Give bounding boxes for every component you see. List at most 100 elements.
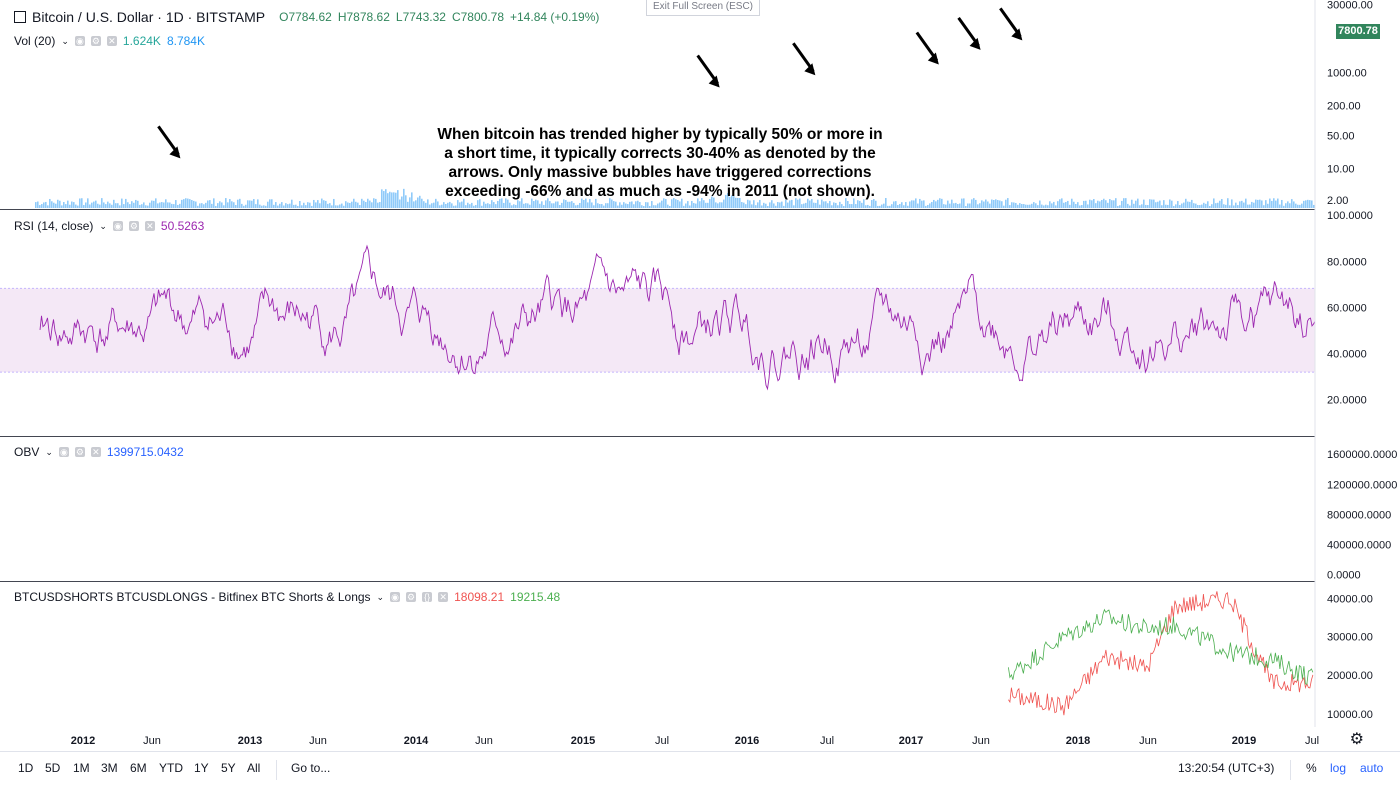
close-icon[interactable]: ✕ <box>438 592 449 602</box>
volume-bar <box>955 202 957 208</box>
volume-bar <box>1041 204 1043 208</box>
volume-bar <box>357 202 359 208</box>
volume-bar <box>419 195 421 208</box>
gear-icon[interactable]: ⚙ <box>406 592 417 602</box>
volume-bar <box>1009 205 1011 208</box>
volume-bar <box>515 204 517 208</box>
volume-bar <box>367 198 369 208</box>
volume-bar <box>65 204 67 208</box>
volume-bar <box>511 205 513 208</box>
volume-bar <box>331 205 333 208</box>
range-1y[interactable]: 1Y <box>194 761 209 775</box>
volume-bar <box>691 200 693 208</box>
range-1d[interactable]: 1D <box>18 761 34 775</box>
obv-chart[interactable]: 1600000.0000 1200000.0000 800000.0000 40000… <box>0 437 1400 582</box>
visibility-icon[interactable]: ◉ <box>58 447 69 457</box>
volume-bar <box>1113 200 1115 208</box>
volume-bar <box>809 200 811 208</box>
collapse-icon[interactable] <box>14 11 26 23</box>
volume-bar <box>763 202 765 208</box>
range-ytd[interactable]: YTD <box>159 761 183 775</box>
volume-bar <box>653 205 655 208</box>
chevron-down-icon[interactable]: ⌄ <box>61 35 69 46</box>
range-5d[interactable]: 5D <box>45 761 61 775</box>
range-1m[interactable]: 1M <box>73 761 90 775</box>
y-tick-label: 20.0000 <box>1327 395 1367 407</box>
close-icon[interactable]: ✕ <box>144 221 155 231</box>
x-tick-label: 2019 <box>1232 735 1256 747</box>
volume-bar <box>401 196 403 208</box>
last-price-badge: 7800.78 <box>1336 24 1380 39</box>
gear-icon[interactable]: ⚙ <box>90 36 101 46</box>
range-5y[interactable]: 5Y <box>221 761 236 775</box>
volume-bar <box>201 203 203 208</box>
volume-bar <box>131 201 133 208</box>
volume-bar <box>63 202 65 208</box>
volume-bar <box>1291 199 1293 208</box>
chevron-down-icon[interactable]: ⌄ <box>99 220 107 231</box>
rsi-chart[interactable]: 100.0000 80.0000 60.0000 40.0000 20.0000 <box>0 210 1400 437</box>
volume-bar <box>1293 201 1295 208</box>
close-icon[interactable]: ✕ <box>90 447 101 457</box>
volume-bar <box>377 202 379 208</box>
longs-value: 19215.48 <box>510 590 561 604</box>
volume-bar <box>899 203 901 208</box>
rsi-label[interactable]: RSI (14, close) <box>14 219 94 233</box>
volume-bar <box>829 200 831 208</box>
volume-bar <box>783 205 785 208</box>
obv-label[interactable]: OBV <box>14 445 40 459</box>
volume-bar <box>867 204 869 208</box>
log-toggle[interactable]: log <box>1330 761 1347 775</box>
volume-bar <box>365 202 367 208</box>
volume-bar <box>619 202 621 208</box>
time-axis[interactable]: 2012 Jun 2013 Jun 2014 Jun 2015 Jul 2016 Jul 2017 J… <box>0 727 1400 752</box>
close-icon[interactable]: ✕ <box>106 36 117 46</box>
range-6m[interactable]: 6M <box>130 761 147 775</box>
exit-fullscreen-button[interactable]: Exit Full Screen (ESC) <box>646 0 760 16</box>
volume-bar <box>117 203 119 208</box>
source-icon[interactable]: {} <box>422 592 433 602</box>
gear-icon[interactable]: ⚙ <box>128 221 139 231</box>
volume-label[interactable]: Vol (20) <box>14 34 56 48</box>
visibility-icon[interactable]: ◉ <box>112 221 123 231</box>
volume-bar <box>767 205 769 208</box>
volume-bar <box>293 204 295 208</box>
volume-bar <box>297 205 299 208</box>
volume-bar <box>857 200 859 208</box>
percent-toggle[interactable]: % <box>1306 761 1317 775</box>
visibility-icon[interactable]: ◉ <box>74 36 85 46</box>
volume-bar <box>1027 204 1029 208</box>
volume-ma-value: 8.784K <box>166 34 205 48</box>
range-all[interactable]: All <box>247 761 261 775</box>
volume-bar <box>227 202 229 208</box>
chevron-down-icon[interactable]: ⌄ <box>45 446 53 457</box>
volume-bar <box>851 204 853 208</box>
auto-toggle[interactable]: auto <box>1360 761 1384 775</box>
volume-bar <box>971 199 973 208</box>
x-tick-label: Jun <box>1139 735 1157 747</box>
volume-bar <box>901 202 903 208</box>
range-3m[interactable]: 3M <box>101 761 118 775</box>
volume-bar <box>967 203 969 208</box>
volume-bar <box>281 202 283 208</box>
volume-bar <box>341 203 343 208</box>
volume-bar <box>231 201 233 208</box>
volume-bar <box>1119 205 1121 208</box>
visibility-icon[interactable]: ◉ <box>390 592 401 602</box>
volume-bar <box>1201 204 1203 208</box>
volume-bar <box>601 204 603 208</box>
gear-icon[interactable]: ⚙ <box>74 447 85 457</box>
volume-bar <box>35 202 37 208</box>
volume-bar <box>157 203 159 208</box>
volume-bar <box>213 198 215 208</box>
ohlc-change: +14.84 (+0.19%) <box>510 10 600 24</box>
volume-bar <box>941 198 943 208</box>
chevron-down-icon[interactable]: ⌄ <box>376 591 385 602</box>
goto-button[interactable]: Go to... <box>291 761 331 775</box>
shorts-longs-label[interactable]: BTCUSDSHORTS BTCUSDLONGS - Bitfinex BTC … <box>14 590 371 604</box>
shorts-longs-chart[interactable]: 40000.00 30000.00 20000.00 10000.00 <box>0 582 1400 727</box>
volume-bar <box>1109 199 1111 208</box>
gear-icon[interactable]: ⚙ <box>1349 731 1364 748</box>
volume-bar <box>193 200 195 208</box>
ohlc-low: L7743.32 <box>395 10 446 24</box>
